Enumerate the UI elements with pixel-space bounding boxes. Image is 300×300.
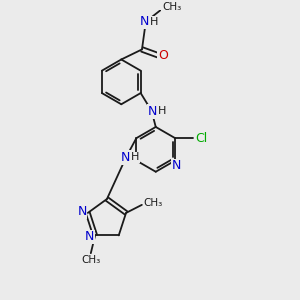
Text: CH₃: CH₃ [143,198,162,208]
Text: CH₃: CH₃ [162,2,181,12]
Text: N: N [77,205,87,218]
Text: O: O [158,49,168,62]
Text: H: H [131,152,140,162]
Text: H: H [158,106,166,116]
Text: N: N [85,230,94,243]
Text: Cl: Cl [195,132,207,145]
Text: H: H [150,16,158,27]
Text: N: N [140,15,149,28]
Text: N: N [148,105,157,118]
Text: N: N [172,159,181,172]
Text: N: N [121,151,130,164]
Text: CH₃: CH₃ [82,254,101,265]
